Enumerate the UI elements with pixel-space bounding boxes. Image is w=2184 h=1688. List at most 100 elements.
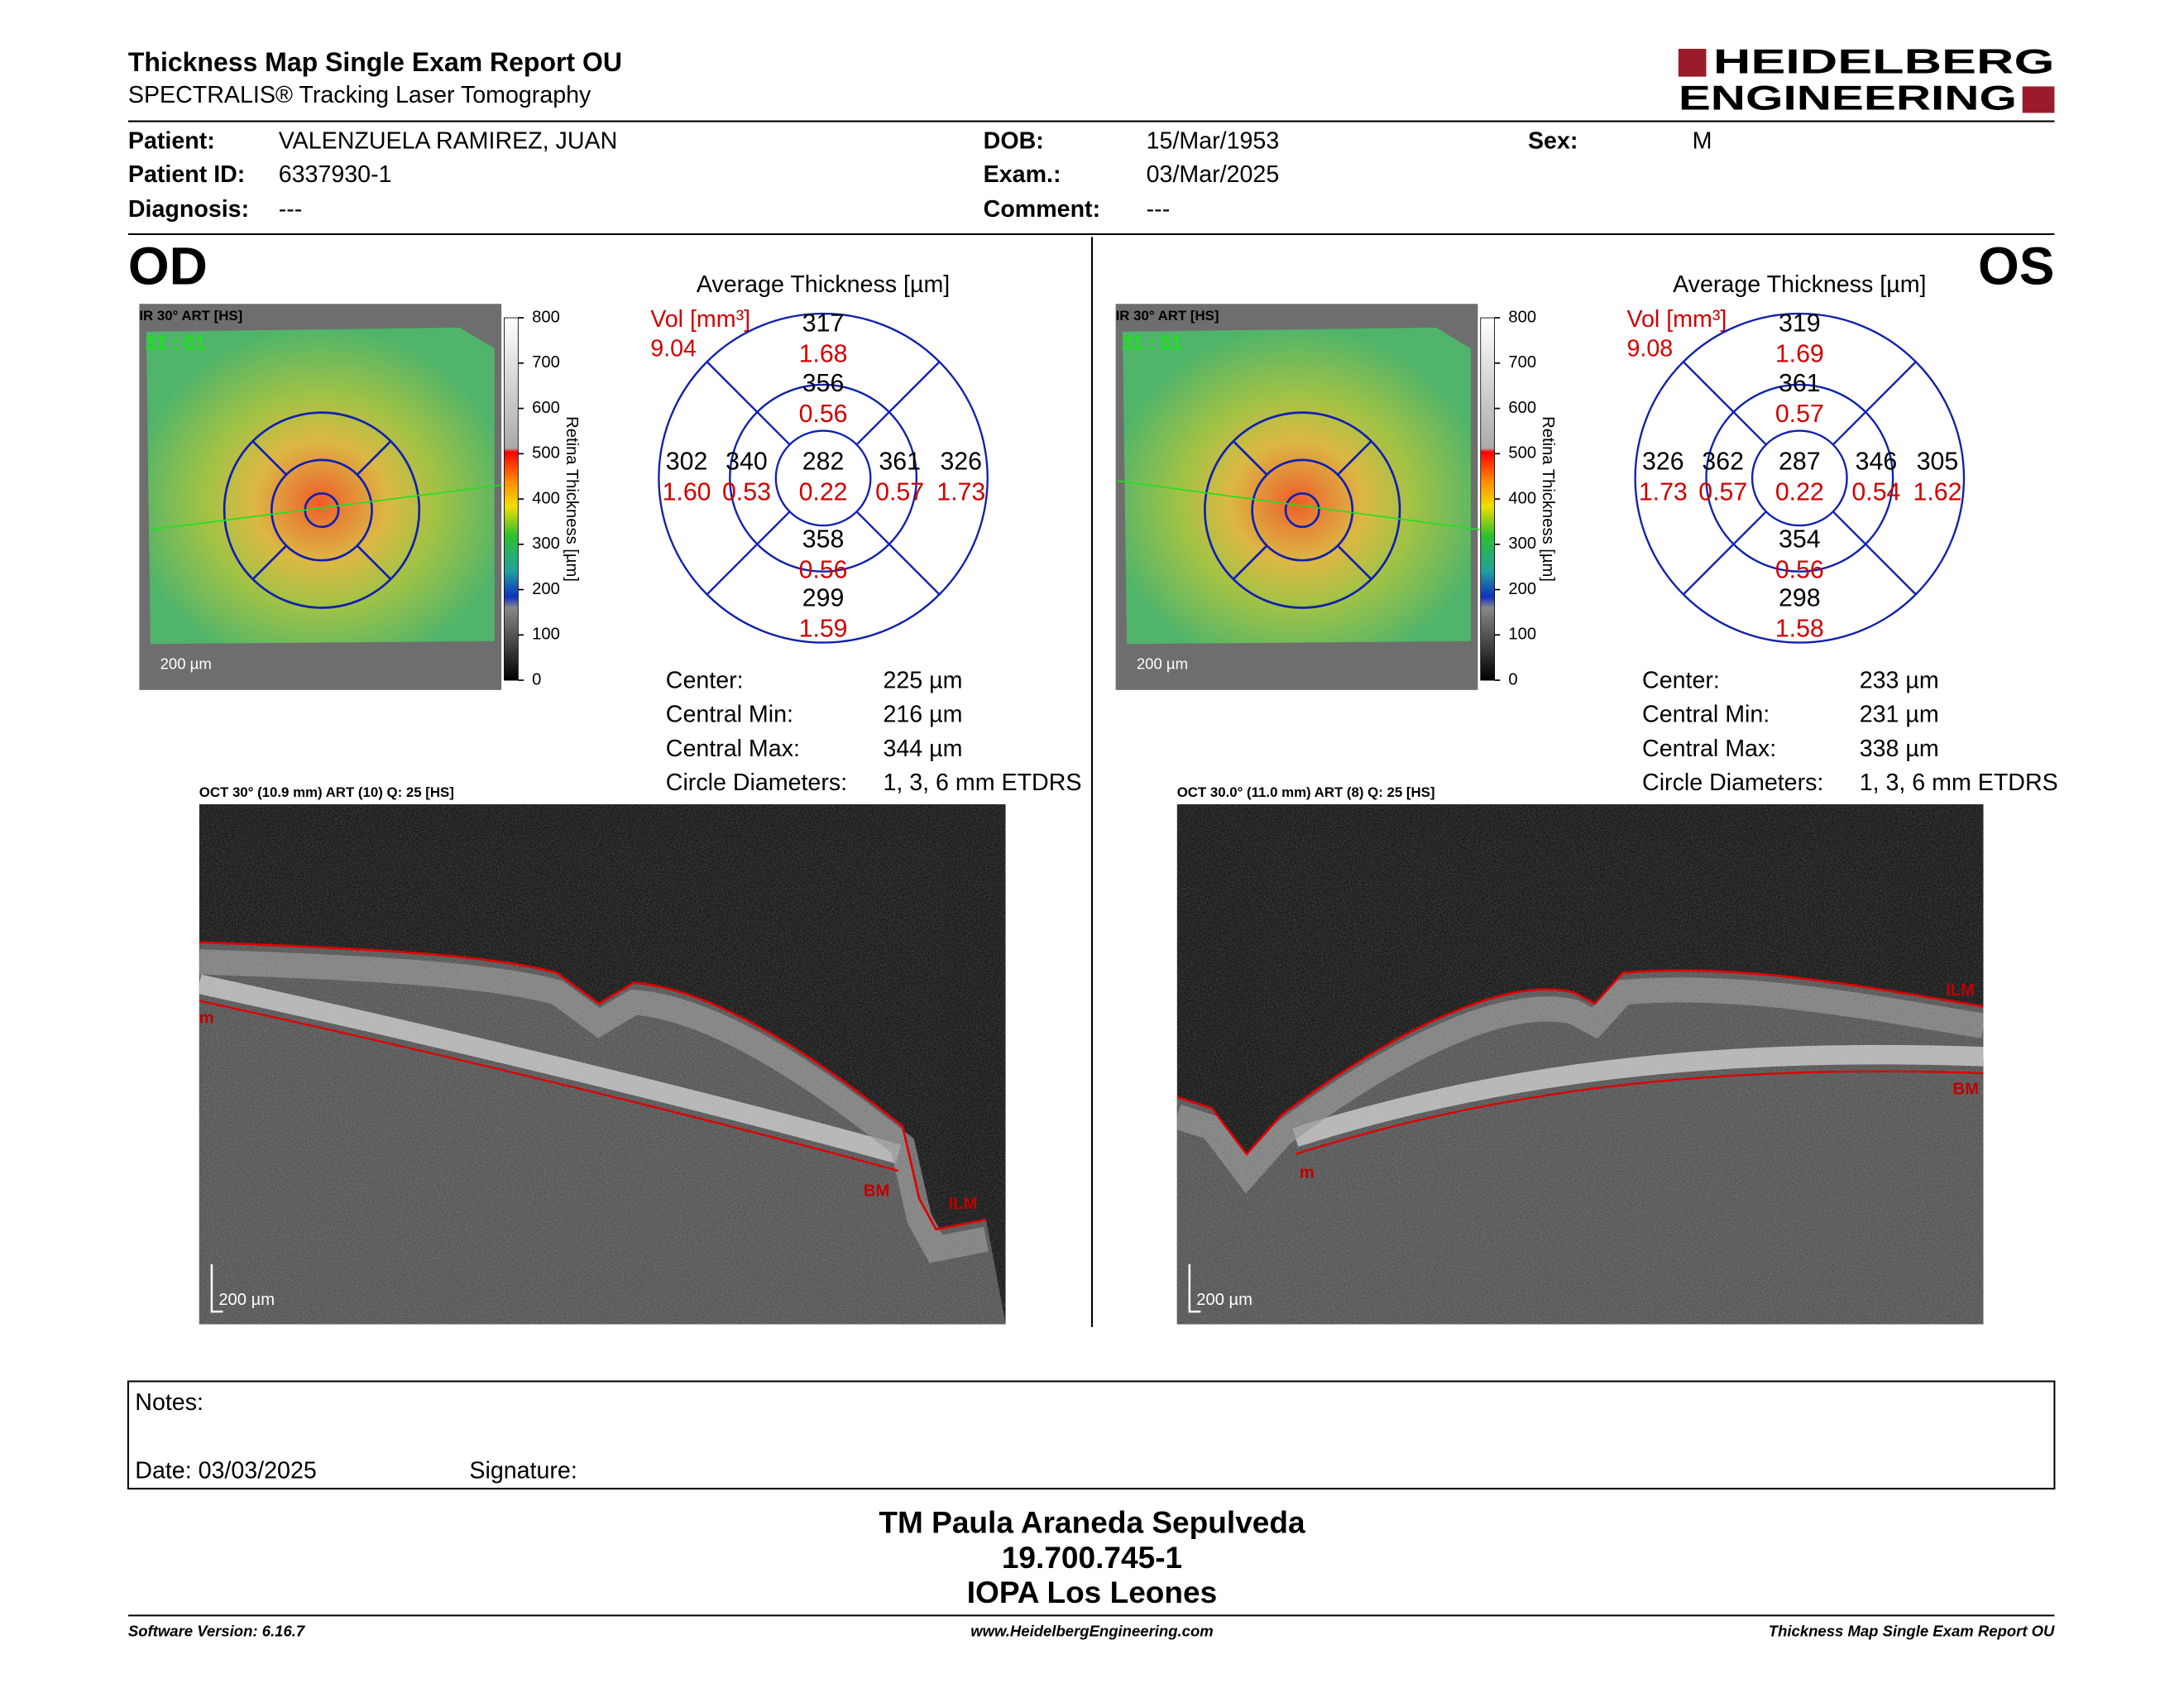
colorbar-tick-label: 800: [532, 308, 560, 326]
field-value: VALENZUELA RAMIREZ, JUAN: [279, 127, 618, 154]
field-label: Exam.:: [984, 161, 1061, 188]
colorbar-tick-label: 800: [1508, 308, 1536, 326]
stat-label: Center:: [666, 667, 744, 693]
stat-label: Central Min:: [666, 702, 793, 728]
etdrs-spoke: [706, 361, 791, 446]
notes-box: [127, 1380, 2056, 1490]
etdrs-ring: [1251, 458, 1354, 562]
etdrs-spoke: [1337, 544, 1372, 580]
sector-thickness: 356: [802, 370, 845, 397]
etdrs-ring: [729, 383, 918, 573]
scale-bar: 200 µm: [160, 655, 212, 672]
colorbar-tick-label: 400: [532, 489, 560, 507]
sector-volume: 1.62: [1913, 478, 1962, 506]
sector-volume: 1.60: [663, 478, 711, 506]
volume-label: Vol [mm³]: [1627, 306, 1727, 333]
colorbar-tick-label: 0: [1508, 670, 1517, 688]
etdrs-ring: [1705, 383, 1894, 573]
oct-marker: BM: [1953, 1081, 1979, 1099]
etdrs-spoke: [1232, 440, 1268, 476]
colorbar-tick-label: 300: [1508, 535, 1536, 553]
logo-text: ENGINEERING: [1679, 78, 2017, 117]
sector-thickness: 317: [802, 309, 845, 337]
colorbar-tick-label: 700: [532, 353, 560, 372]
notes-label: Notes:: [135, 1389, 204, 1416]
chart-title: Average Thickness [µm]: [1673, 271, 1926, 298]
sector-thickness: 358: [802, 526, 845, 554]
chart-title: Average Thickness [µm]: [697, 271, 950, 298]
sector-volume: 0.22: [1775, 478, 1824, 506]
etdrs-spoke: [356, 544, 392, 580]
sector-volume: 1.58: [1775, 615, 1824, 642]
scale-bar: 200 µm: [1137, 655, 1188, 672]
report-subtitle: SPECTRALIS® Tracking Laser Tomography: [128, 82, 592, 108]
eye-label: OS: [1978, 237, 2054, 296]
stat-value: 1, 3, 6 mm ETDRS: [883, 770, 1081, 796]
colorbar-tick-label: 100: [532, 626, 560, 644]
sector-volume: 1.69: [1775, 341, 1824, 368]
etdrs-spoke: [1337, 440, 1372, 476]
signature-line: 19.700.745-1: [1002, 1540, 1182, 1575]
colorbar-tick-label: 600: [532, 399, 560, 417]
stat-label: Circle Diameters:: [666, 770, 847, 796]
eye-label: OD: [128, 237, 208, 296]
etdrs-spoke: [1832, 511, 1917, 596]
sector-thickness: 302: [666, 448, 708, 475]
oct-marker: BM: [864, 1182, 889, 1201]
sector-thickness: 282: [802, 448, 845, 475]
field-value: 03/Mar/2025: [1147, 161, 1280, 188]
etdrs-spoke: [251, 440, 288, 476]
footer-left: Software Version: 6.16.7: [128, 1623, 306, 1640]
oct-image: [199, 803, 1006, 1325]
logo-text: HEIDELBERG: [1713, 42, 2055, 81]
oct-noise: [199, 803, 1006, 1325]
etdrs-ring: [1634, 312, 1966, 644]
eye-panel: OS IR 30° ART [HS] 31 : 61 200 µm 800 700 600 5…: [1115, 237, 2058, 1325]
sector-thickness: 361: [879, 448, 921, 475]
etdrs-ring: [223, 411, 421, 609]
sector-volume: 0.56: [799, 557, 848, 584]
scale-bar-mark: [1188, 1264, 1201, 1313]
stat-label: Central Max:: [666, 736, 800, 762]
notes-date: Date: 03/03/2025: [135, 1457, 316, 1484]
bm-line: [1295, 1070, 1984, 1155]
etdrs-spoke: [855, 511, 941, 596]
etdrs-ring: [1751, 429, 1848, 527]
colorbar-tick-label: 600: [1508, 399, 1536, 417]
sector-volume: 0.53: [722, 478, 771, 506]
sector-volume: 1.59: [799, 615, 848, 642]
colorbar: [504, 317, 519, 681]
volume-total: 9.08: [1627, 335, 1674, 362]
etdrs-spoke: [1682, 511, 1767, 596]
sector-volume: 0.57: [1698, 478, 1747, 506]
ir-ratio: 31 : 61: [145, 332, 205, 353]
ilm-line: [199, 941, 987, 1231]
oct-label: OCT 30° (10.9 mm) ART (10) Q: 25 [HS]: [199, 784, 454, 800]
sector-volume: 1.73: [1639, 478, 1688, 506]
ir-label: IR 30° ART [HS]: [139, 308, 242, 324]
etdrs-spoke: [356, 440, 392, 476]
etdrs-spoke: [251, 544, 288, 580]
sector-volume: 1.68: [799, 341, 848, 368]
oct-marker: ILM: [949, 1195, 978, 1213]
eye-panel: OD IR 30° ART [HS] 31 : 61 200 µm 800 700 600 5…: [128, 237, 1081, 1325]
sector-thickness: 319: [1779, 309, 1821, 337]
oct-image: [1176, 803, 1984, 1325]
sector-volume: 0.57: [1775, 400, 1824, 428]
scale-bar-mark: [210, 1264, 223, 1313]
thickness-map: [146, 327, 495, 645]
colorbar-tick-label: 100: [1508, 626, 1536, 644]
sector-thickness: 299: [802, 584, 845, 611]
thickness-map: [1123, 327, 1471, 645]
field-value: 15/Mar/1953: [1147, 127, 1280, 154]
stat-label: Central Min:: [1642, 702, 1770, 728]
oct-label: OCT 30.0° (11.0 mm) ART (8) Q: 25 [HS]: [1177, 784, 1435, 800]
colorbar-tick-label: 200: [1508, 580, 1536, 598]
field-label: Comment:: [984, 196, 1100, 223]
sector-thickness: 362: [1702, 448, 1744, 475]
etdrs-ring: [1204, 411, 1401, 609]
field-value: M: [1693, 127, 1712, 154]
oct-scale-bar: 200 µm: [218, 1291, 275, 1309]
sector-volume: 0.54: [1851, 478, 1900, 506]
stat-value: 1, 3, 6 mm ETDRS: [1860, 770, 2058, 796]
